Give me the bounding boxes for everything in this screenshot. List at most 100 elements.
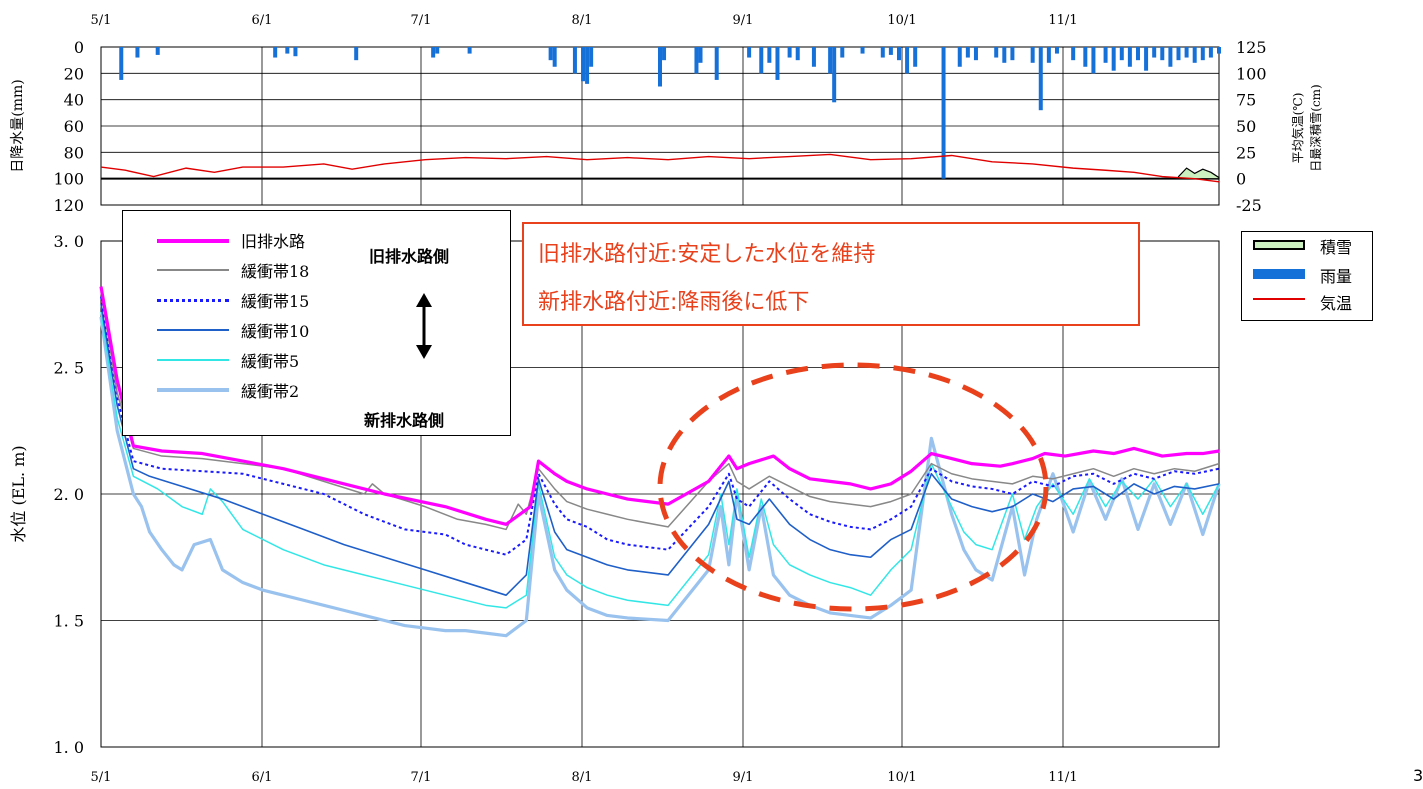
water-level-tick-label: 2. 5 (53, 359, 84, 378)
water-level-tick-label: 2. 0 (53, 485, 84, 504)
precip-bar (1192, 47, 1197, 63)
x-tick-label-bottom: 10/1 (887, 770, 916, 785)
precip-bar (759, 47, 764, 74)
precip-bar (965, 47, 970, 58)
precip-bar (994, 47, 999, 58)
x-tick-label-top: 5/1 (91, 13, 112, 28)
x-tick-label-top: 6/1 (252, 13, 273, 28)
series-line-5 (99, 316, 1221, 638)
precip-bar (811, 47, 816, 67)
precipitation-bars (119, 47, 1221, 179)
precip-bar (293, 47, 298, 57)
precip-bar (828, 47, 833, 74)
legend-swatch-buffer10 (157, 329, 229, 331)
legend-swatch-buffer18 (157, 269, 229, 271)
precip-bar (354, 47, 359, 61)
precip-bar (1030, 47, 1035, 63)
legend-swatch-snow (1253, 240, 1305, 250)
precip-bar (1054, 47, 1059, 54)
precip-bar (435, 47, 440, 54)
weather-legend: 積雪 雨量 気温 (1241, 231, 1373, 321)
series-line-2 (100, 296, 1220, 556)
precip-bar (1176, 47, 1181, 61)
precip-bar (1160, 47, 1165, 61)
x-tick-label-bottom: 6/1 (252, 770, 273, 785)
precip-bar (1038, 47, 1043, 111)
precip-bar (285, 47, 290, 54)
precip-bar (1002, 47, 1007, 63)
precip-bar (1119, 47, 1124, 61)
series-line-3 (100, 304, 1220, 597)
highlight-ellipse (657, 362, 1049, 612)
annotation-box: 旧排水路付近:安定した水位を維持 新排水路付近:降雨後に低下 (522, 222, 1140, 326)
temp-tick-label: 100 (1236, 64, 1267, 83)
x-tick-label-bottom: 9/1 (733, 770, 754, 785)
precip-bar (1200, 47, 1205, 61)
precip-bar (1184, 47, 1189, 58)
precip-bar (896, 47, 901, 61)
precip-bar (1071, 47, 1076, 61)
precip-bar (957, 47, 962, 67)
x-tick-label-top: 9/1 (733, 13, 754, 28)
precip-bar (585, 47, 590, 84)
temp-tick-label: 0 (1236, 170, 1246, 189)
precip-bar (1152, 47, 1157, 58)
temp-tick-label: 75 (1236, 91, 1256, 110)
water-level-tick-label: 3. 0 (53, 232, 84, 251)
x-tick-label-top: 10/1 (887, 13, 916, 28)
legend-swatch-rain (1253, 269, 1305, 279)
precip-bar (572, 47, 577, 74)
legend-label-temp: 気温 (1320, 294, 1353, 313)
precip-tick-label: 120 (53, 196, 84, 215)
page-number: 3 (1413, 766, 1423, 785)
precip-bar (1208, 47, 1213, 58)
water-level-series (99, 286, 1221, 638)
precip-bar (888, 47, 893, 55)
annotation-line-1: 旧排水路付近:安定した水位を維持 (538, 242, 876, 267)
temp-tick-label: 125 (1236, 38, 1267, 57)
precip-bar (941, 47, 946, 179)
x-tick-label-top: 8/1 (572, 13, 593, 28)
precip-bar (155, 47, 160, 55)
x-tick-label-top: 11/1 (1048, 13, 1077, 28)
precip-bar (832, 47, 837, 103)
precip-bar (662, 47, 667, 61)
precip-bar (767, 47, 772, 63)
series-legend: 旧排水路 緩衝帯18 緩衝帯15 緩衝帯10 緩衝帯5 緩衝帯2 旧排水路側 新… (122, 210, 511, 436)
precip-bar (1144, 47, 1149, 71)
legend-label-old-drain: 旧排水路 (241, 232, 306, 251)
precip-bar (589, 47, 594, 67)
legend-label-rain: 雨量 (1320, 267, 1353, 286)
precip-tick-label: 40 (64, 91, 84, 110)
legend-swatch-buffer2 (157, 388, 229, 392)
precip-bar (1091, 47, 1096, 74)
x-tick-label-bottom: 11/1 (1048, 770, 1077, 785)
legend-label-buffer15: 緩衝帯15 (241, 292, 310, 311)
precip-bar (775, 47, 780, 80)
precip-bar (552, 47, 557, 67)
legend-swatch-temp (1253, 298, 1305, 300)
x-tick-label-bottom: 7/1 (411, 770, 432, 785)
precip-axis-label: 日降水量(mm) (10, 79, 26, 172)
precip-bar (913, 47, 918, 67)
temp-tick-label: -25 (1236, 196, 1262, 215)
precip-bar (787, 47, 792, 58)
series-line-0 (99, 286, 1220, 526)
precip-tick-label: 20 (64, 64, 84, 83)
series-line-4 (100, 311, 1220, 609)
old-drain-side-label: 旧排水路側 (369, 247, 450, 266)
precip-bar (135, 47, 140, 58)
temp-tick-label: 50 (1236, 117, 1256, 136)
legend-label-buffer18: 緩衝帯18 (241, 262, 310, 281)
precip-bar (1010, 47, 1015, 61)
precip-bar (1168, 47, 1173, 67)
precip-bar (1111, 47, 1116, 71)
precip-bar (698, 47, 703, 63)
precip-bar (1135, 47, 1140, 61)
legend-label-buffer10: 緩衝帯10 (241, 322, 310, 341)
precip-bar (714, 47, 719, 80)
new-drain-side-label: 新排水路側 (364, 411, 445, 430)
x-tick-label-bottom: 5/1 (91, 770, 112, 785)
precip-bar (1046, 47, 1051, 63)
precip-bar (795, 47, 800, 61)
